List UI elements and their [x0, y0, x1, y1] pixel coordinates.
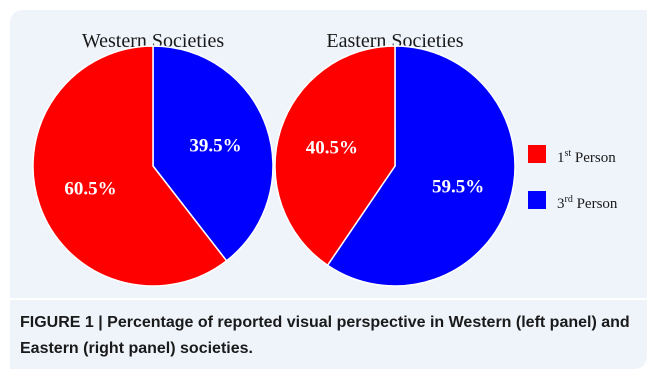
legend-label-1st-person: 1st Person [557, 148, 616, 166]
pie-title: Eastern Societies [326, 30, 463, 52]
pie-slice-1st-person [274, 45, 396, 267]
slice-label-3rd-person: 59.5% [432, 176, 484, 197]
chart-panel: Western Societies 39.5% 60.5% Eastern Socie… [10, 10, 647, 296]
legend-label-3rd-person: 3rd Person [557, 194, 618, 212]
legend: 1st Person 3rd Person [528, 145, 618, 212]
figure: Western Societies 39.5% 60.5% Eastern Socie… [10, 10, 647, 369]
legend-swatch-3rd-person [528, 191, 546, 209]
caption-divider [10, 298, 647, 300]
slice-label-3rd-person: 39.5% [189, 136, 241, 157]
pie-slice-1st-person [32, 45, 228, 287]
slice-label-1st-person: 60.5% [64, 178, 116, 199]
pie-western-societies: Western Societies 39.5% 60.5% [32, 30, 274, 287]
pie-eastern-societies: Eastern Societies 59.5% 40.5% [274, 30, 516, 287]
slice-label-1st-person: 40.5% [306, 138, 358, 159]
pie-charts: Western Societies 39.5% 60.5% Eastern Socie… [32, 30, 618, 287]
pie-slice-3rd-person [152, 45, 274, 262]
pie-title: Western Societies [82, 30, 224, 52]
figure-caption: FIGURE 1 | Percentage of reported visual… [20, 314, 630, 357]
legend-swatch-1st-person [528, 145, 546, 163]
pie-slice-3rd-person [326, 45, 516, 287]
